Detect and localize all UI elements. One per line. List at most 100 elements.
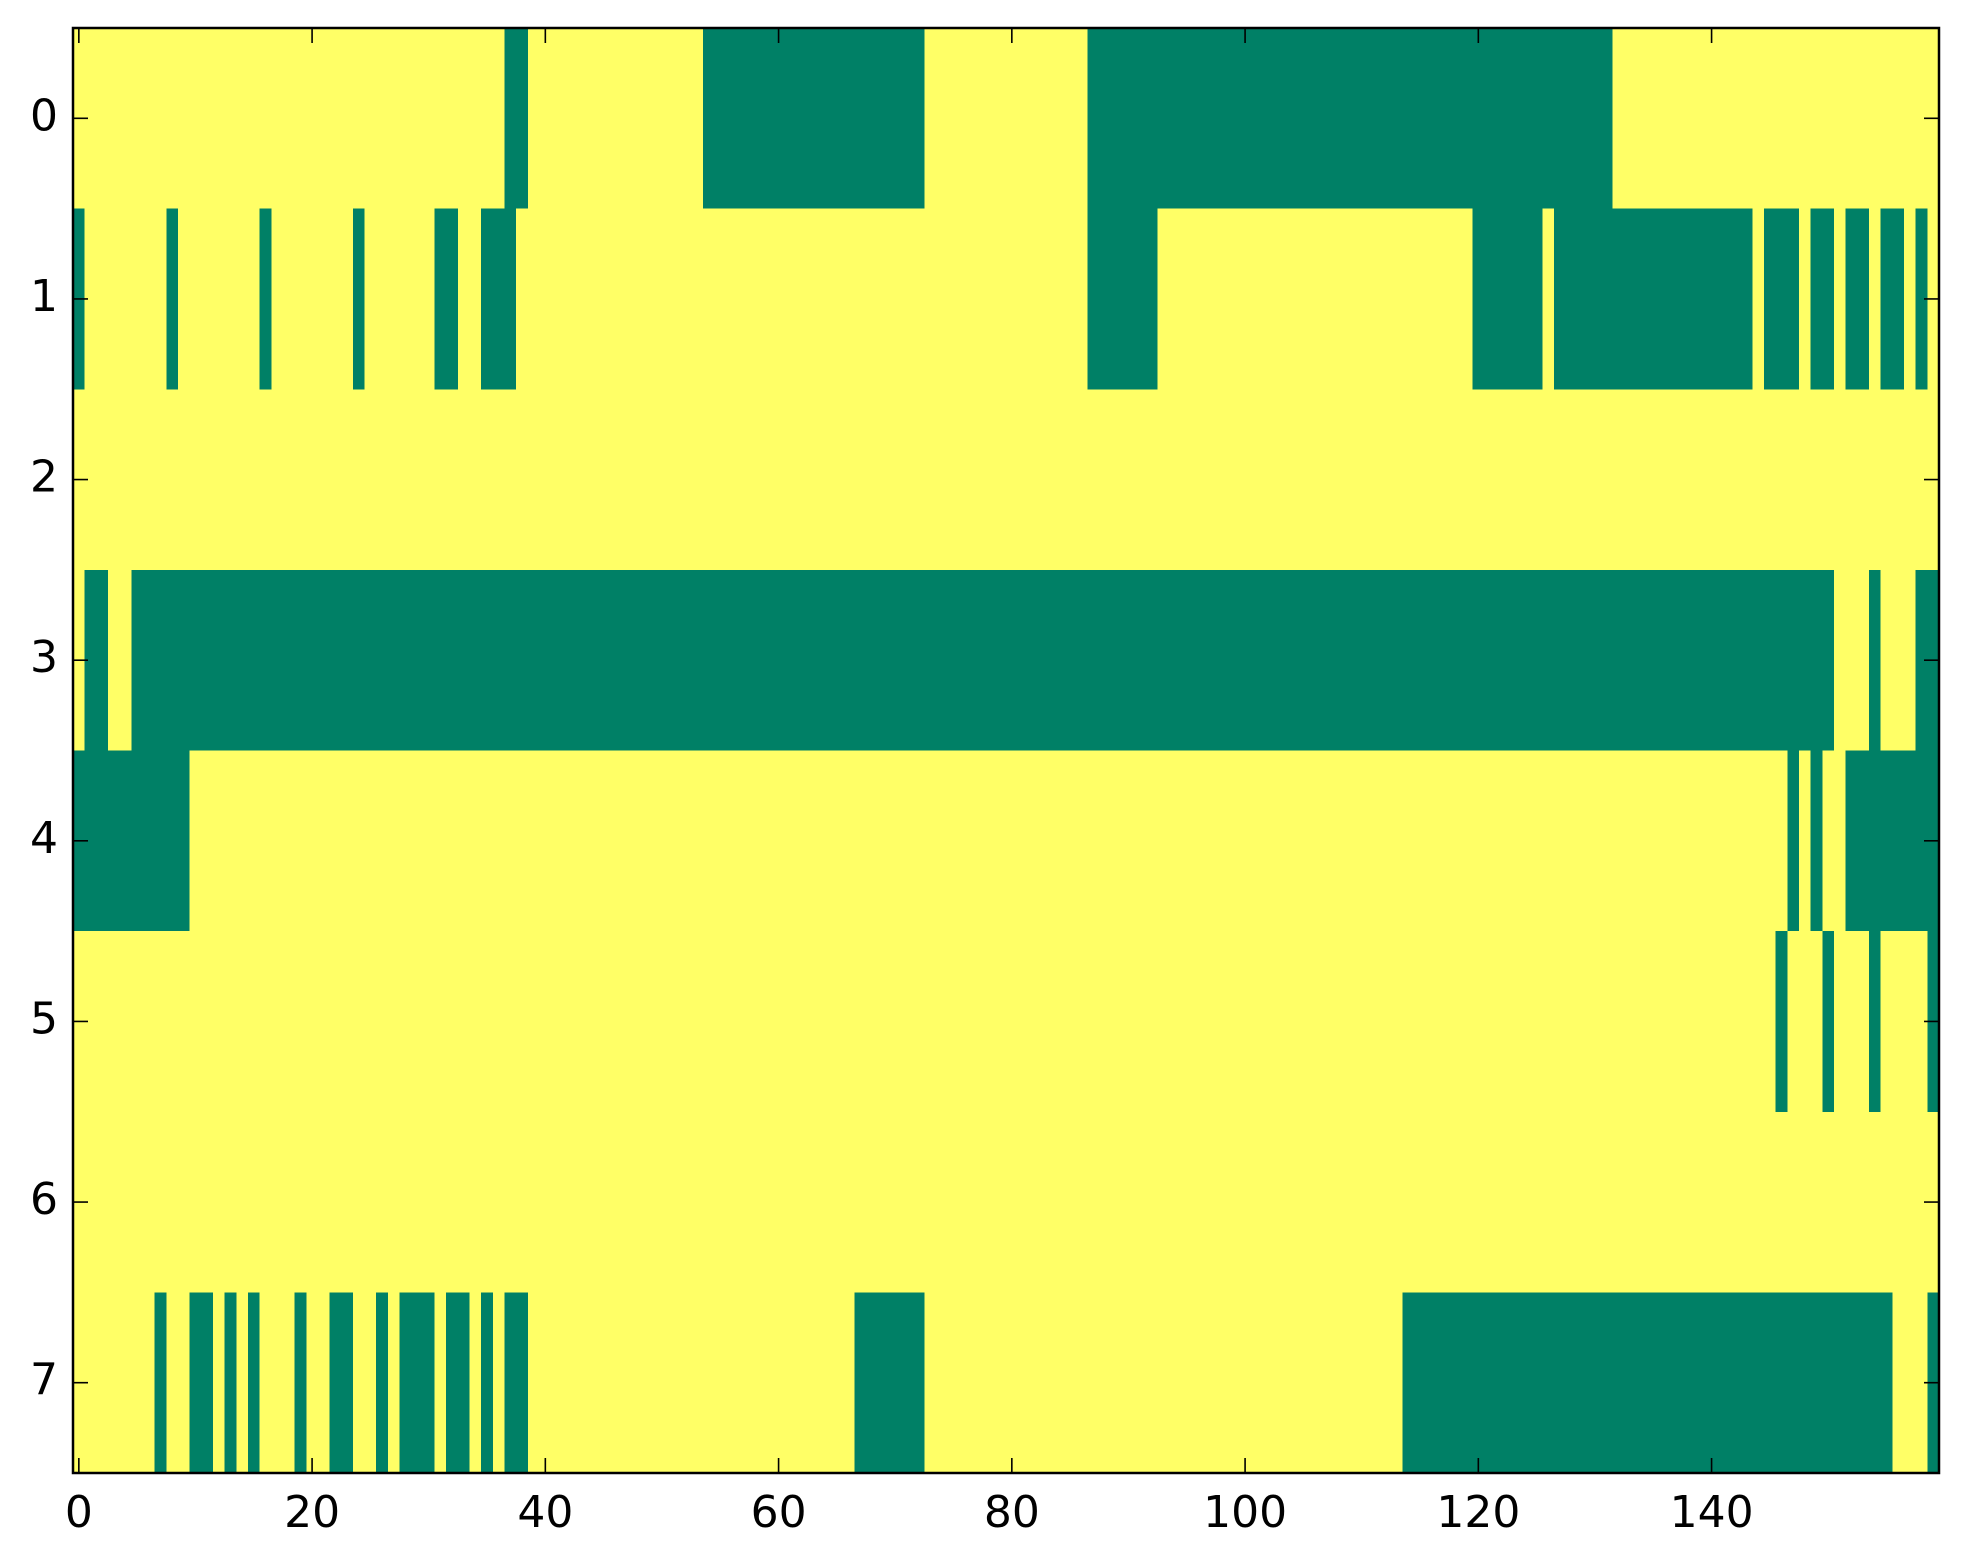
heatmap-cell — [399, 931, 412, 1113]
heatmap-cell — [189, 931, 202, 1113]
heatmap-cell — [1297, 569, 1310, 752]
heatmap-cell — [726, 750, 739, 932]
heatmap-cell — [1612, 931, 1625, 1113]
heatmap-cell — [341, 1292, 354, 1474]
heatmap-cell — [877, 931, 890, 1113]
heatmap-cell — [294, 1292, 307, 1474]
heatmap-cell — [714, 1292, 727, 1474]
heatmap-cell — [1087, 28, 1100, 210]
heatmap-cell — [1635, 750, 1649, 932]
heatmap-cell — [84, 389, 97, 571]
heatmap-cell — [1670, 389, 1684, 571]
heatmap-cell — [1134, 208, 1147, 390]
heatmap-cell — [1682, 569, 1695, 752]
heatmap-cell — [1239, 1292, 1252, 1474]
heatmap-cell — [597, 208, 611, 390]
heatmap-cell — [166, 569, 179, 752]
heatmap-cell — [1729, 1111, 1742, 1293]
heatmap-cell — [1157, 750, 1170, 932]
heatmap-cell — [586, 208, 599, 390]
heatmap-cell — [201, 208, 214, 390]
heatmap-cell — [364, 389, 377, 571]
heatmap-cell — [854, 750, 867, 932]
heatmap-cell — [457, 1111, 471, 1293]
heatmap-cell — [796, 208, 809, 390]
heatmap-cell — [131, 750, 144, 932]
heatmap-cell — [1332, 1111, 1345, 1293]
heatmap-cell — [1589, 1111, 1602, 1293]
heatmap-cell — [1180, 389, 1194, 571]
heatmap-cell — [96, 208, 109, 390]
heatmap-cell — [936, 931, 949, 1113]
heatmap-cell — [457, 569, 471, 752]
heatmap-cell — [1040, 1111, 1054, 1293]
heatmap-cell — [1274, 569, 1287, 752]
heatmap-cell — [1029, 28, 1042, 210]
heatmap-cell — [527, 1111, 541, 1293]
heatmap-cell — [1764, 28, 1777, 210]
heatmap-cell — [1040, 1292, 1054, 1474]
ticks: 0 20 40 60 80 100 120 140 0 1 2 3 4 5 6 7 — [30, 28, 1939, 1538]
heatmap-cell — [761, 389, 774, 571]
heatmap-cell — [656, 750, 669, 932]
heatmap-cell — [562, 931, 576, 1113]
heatmap-cell — [1472, 389, 1485, 571]
heatmap-cell — [1437, 1111, 1450, 1293]
heatmap-cell — [1192, 1111, 1205, 1293]
heatmap-cell — [1612, 569, 1625, 752]
heatmap-cell — [1157, 1111, 1170, 1293]
heatmap-cell — [621, 208, 634, 390]
heatmap-cell — [749, 28, 762, 210]
heatmap-cell — [1554, 931, 1567, 1113]
heatmap-cell — [329, 28, 342, 210]
heatmap-cell — [982, 931, 995, 1113]
heatmap-cell — [1250, 1111, 1264, 1293]
heatmap-cell — [142, 208, 156, 390]
heatmap-cell — [1437, 389, 1450, 571]
heatmap-cell — [1274, 208, 1287, 390]
heatmap-cell — [1250, 389, 1264, 571]
heatmap-cell — [1869, 750, 1882, 932]
heatmap-cell — [562, 208, 576, 390]
heatmap-cell — [1565, 1292, 1579, 1474]
heatmap-cell — [656, 1292, 669, 1474]
heatmap-cell — [1740, 208, 1753, 390]
heatmap-cell — [1495, 1111, 1509, 1293]
heatmap-cell — [1449, 28, 1462, 210]
heatmap-cell — [236, 1111, 249, 1293]
heatmap-cell — [376, 750, 389, 932]
heatmap-cell — [1239, 569, 1252, 752]
heatmap-cell — [96, 1111, 109, 1293]
heatmap-cell — [1775, 389, 1788, 571]
heatmap-cell — [1274, 750, 1287, 932]
heatmap-cell — [539, 569, 552, 752]
heatmap-cell — [1099, 931, 1112, 1113]
heatmap-cells — [73, 28, 1940, 1474]
heatmap-cell — [1799, 28, 1812, 210]
heatmap-cell — [644, 208, 657, 390]
heatmap-cell — [317, 1111, 331, 1293]
heatmap-cell — [1390, 1111, 1404, 1293]
heatmap-cell — [1647, 569, 1660, 752]
heatmap-cell — [1437, 931, 1450, 1113]
heatmap-cell — [481, 1292, 494, 1474]
heatmap-cell — [154, 750, 167, 932]
heatmap-cell — [621, 1292, 634, 1474]
heatmap-cell — [959, 208, 972, 390]
heatmap-cell — [1075, 28, 1089, 210]
heatmap-cell — [1017, 569, 1030, 752]
heatmap-cell — [1495, 28, 1509, 210]
y-tick-label: 3 — [30, 632, 58, 683]
heatmap-cell — [621, 931, 634, 1113]
heatmap-cell — [586, 569, 599, 752]
heatmap-cell — [492, 208, 506, 390]
heatmap-cell — [1670, 1292, 1684, 1474]
heatmap-cell — [1169, 28, 1182, 210]
heatmap-cell — [632, 28, 646, 210]
heatmap-cell — [1332, 389, 1345, 571]
heatmap-cell — [84, 750, 97, 932]
heatmap-cell — [936, 208, 949, 390]
heatmap-cell — [796, 28, 809, 210]
heatmap-cell — [1810, 569, 1823, 752]
heatmap-cell — [1134, 1111, 1147, 1293]
